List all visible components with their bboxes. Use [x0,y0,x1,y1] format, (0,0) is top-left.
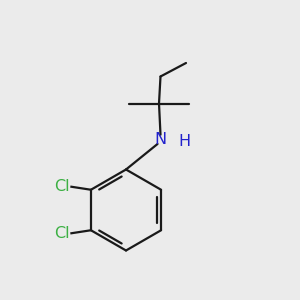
Text: N: N [154,132,166,147]
Text: Cl: Cl [54,179,70,194]
Text: Cl: Cl [54,226,70,241]
Text: H: H [178,134,190,148]
